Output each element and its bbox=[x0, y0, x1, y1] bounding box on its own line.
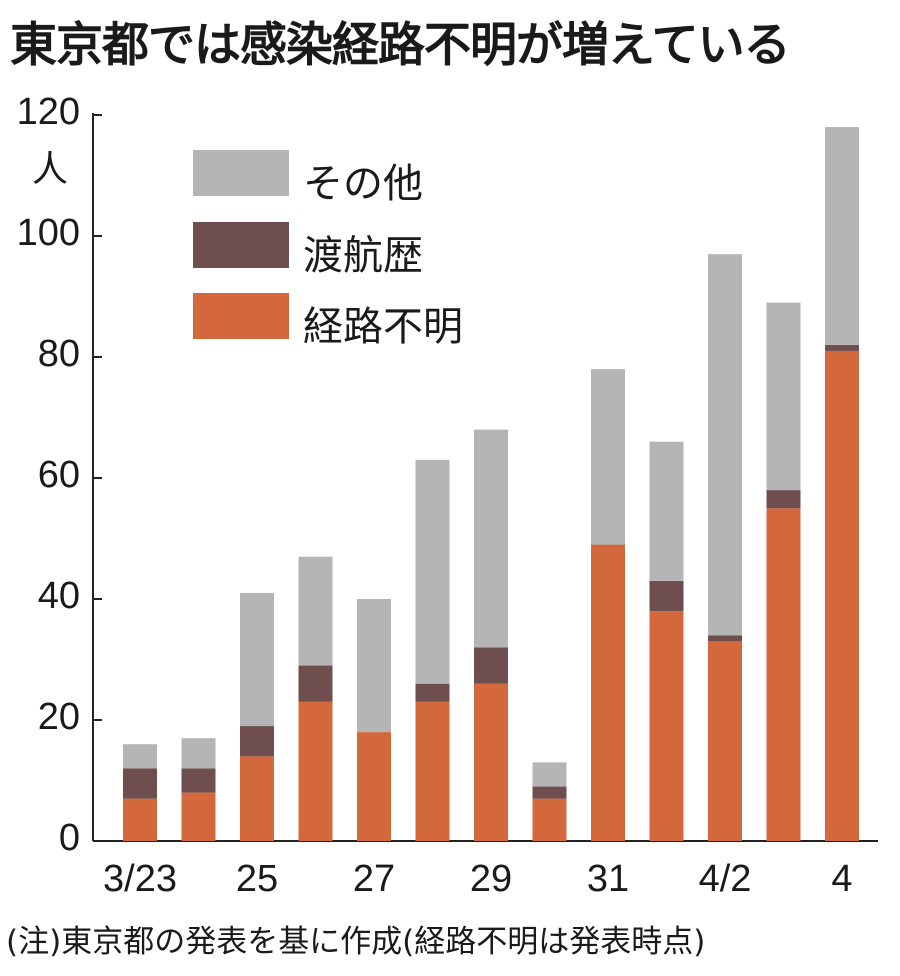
bar-segment bbox=[766, 302, 801, 491]
bar-segment bbox=[649, 441, 684, 581]
bar-segment bbox=[532, 762, 567, 787]
y-tick-label: 60 bbox=[37, 454, 80, 496]
bar-segment bbox=[649, 580, 684, 612]
bar-segment bbox=[532, 786, 567, 799]
y-tick-label: 20 bbox=[37, 696, 80, 738]
bar-segment bbox=[298, 701, 333, 841]
y-axis-unit-label: 人 bbox=[32, 149, 69, 190]
bar-segment bbox=[415, 683, 450, 702]
bar-segment bbox=[708, 635, 742, 642]
y-tick-label: 100 bbox=[16, 212, 80, 254]
bar-segment bbox=[181, 768, 216, 793]
bar-segment bbox=[357, 732, 391, 841]
bar-segment bbox=[825, 350, 859, 841]
x-tick-label: 31 bbox=[586, 858, 630, 900]
bar-segment bbox=[357, 599, 391, 733]
bar-segment bbox=[415, 459, 450, 684]
bar-segment bbox=[591, 369, 625, 545]
bar-segment bbox=[298, 665, 333, 702]
bar-segment bbox=[766, 508, 801, 841]
x-tick-label: 25 bbox=[235, 858, 279, 900]
bar-segment bbox=[181, 792, 216, 841]
bar-segment bbox=[474, 647, 508, 684]
bar-segment bbox=[708, 254, 742, 636]
bar-segment bbox=[123, 768, 157, 799]
y-tick-label: 40 bbox=[37, 575, 80, 617]
x-tick-label: 4 bbox=[831, 858, 853, 900]
bar-segment bbox=[123, 744, 157, 769]
bar-segment bbox=[825, 344, 859, 351]
y-tick-label: 120 bbox=[16, 91, 80, 133]
legend-label-unknown: 経路不明 bbox=[303, 304, 463, 350]
bar-segment bbox=[123, 798, 157, 841]
bar-segment bbox=[415, 701, 450, 841]
legend-label-other: その他 bbox=[303, 161, 423, 207]
bar-segment bbox=[240, 726, 274, 757]
bar-segment bbox=[240, 592, 274, 727]
bar-segment bbox=[649, 611, 684, 841]
y-tick-label: 0 bbox=[58, 817, 80, 859]
x-tick-label: 29 bbox=[469, 858, 513, 900]
bar-segment bbox=[181, 738, 216, 769]
x-tick-label: 27 bbox=[352, 858, 396, 900]
bar-segment bbox=[474, 429, 508, 648]
x-tick-label: 4/2 bbox=[698, 858, 752, 900]
bar-segment bbox=[532, 798, 567, 841]
legend-swatch-travel bbox=[193, 222, 289, 268]
chart-title: 東京都では感染経路不明が増えている bbox=[10, 18, 791, 73]
y-tick-label: 80 bbox=[37, 333, 80, 375]
bar-segment bbox=[298, 556, 333, 666]
legend-swatch-other bbox=[193, 150, 289, 196]
source-note: (注)東京都の発表を基に作成(経路不明は発表時点) bbox=[6, 924, 706, 960]
bar-segment bbox=[766, 490, 801, 509]
bar-segment bbox=[825, 127, 859, 345]
bar-segment bbox=[474, 683, 508, 841]
bar-segment bbox=[708, 641, 742, 841]
x-tick-label: 3/23 bbox=[103, 858, 177, 900]
legend-swatch-unknown bbox=[193, 293, 289, 339]
bar-segment bbox=[591, 544, 625, 841]
legend-label-travel: 渡航歴 bbox=[303, 233, 423, 279]
bar-segment bbox=[240, 756, 274, 841]
